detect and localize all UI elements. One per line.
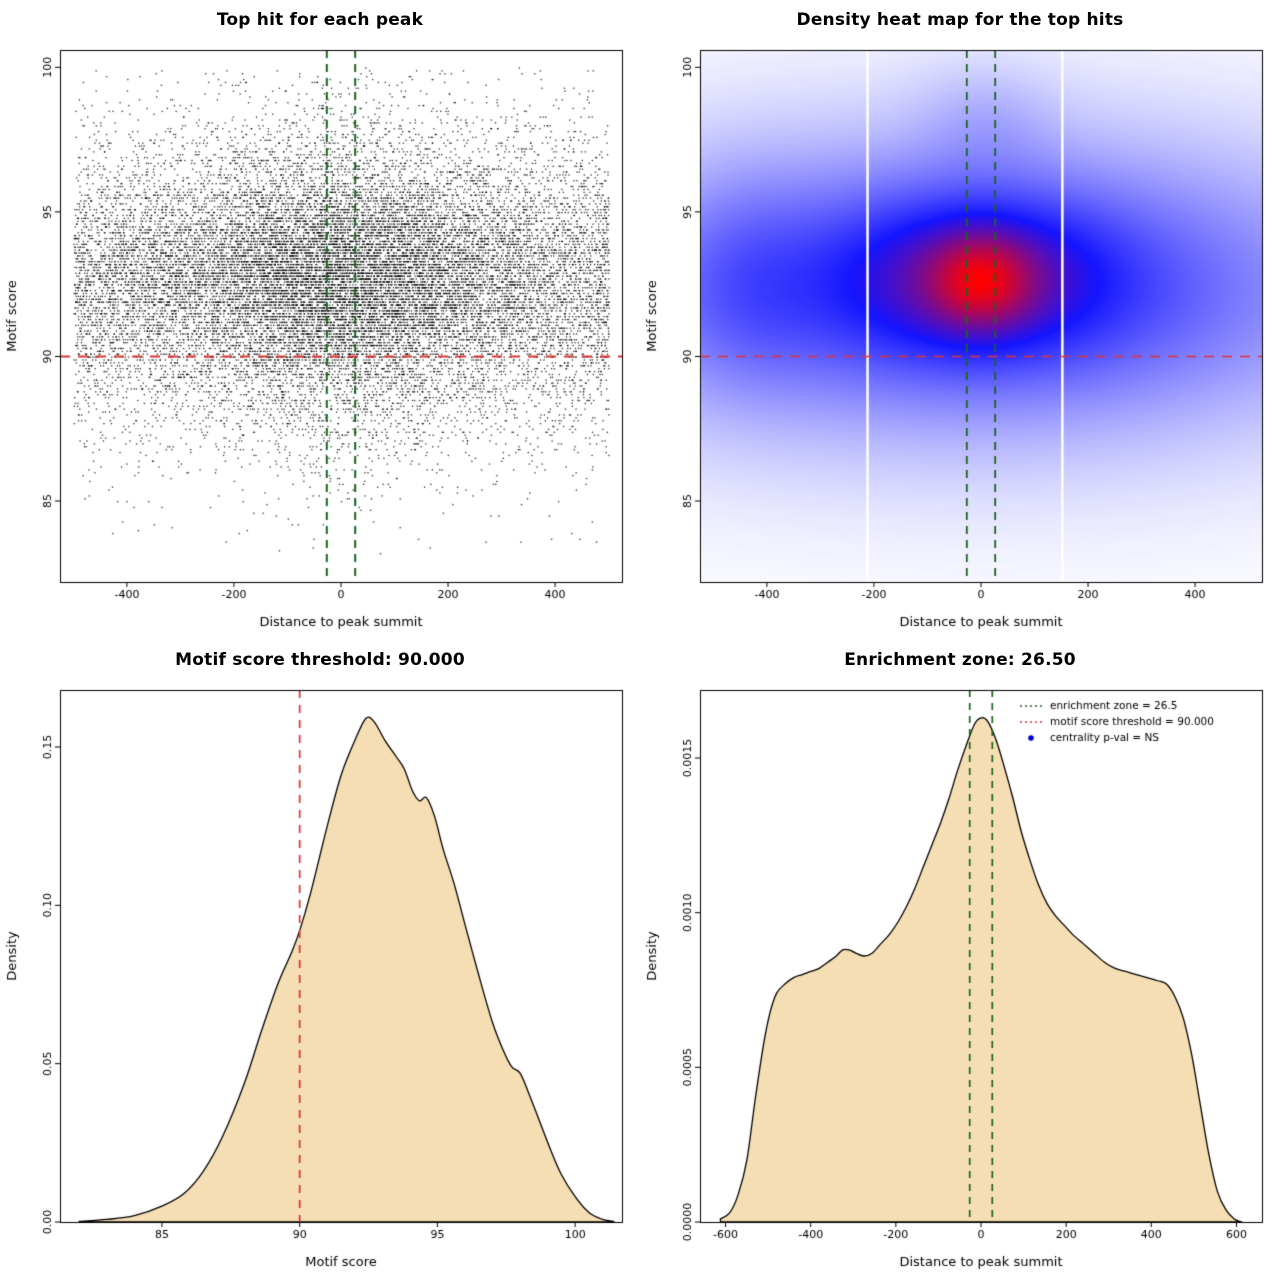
- chart-title-score-threshold: Motif score threshold: 90.000: [175, 650, 465, 670]
- panel-motif-score-density: Motif score threshold: 90.000: [0, 640, 640, 1280]
- chart-title-enrichment-zone: Enrichment zone: 26.50: [844, 650, 1076, 670]
- motif-score-density-canvas: [0, 680, 640, 1280]
- distance-density-canvas: [640, 680, 1280, 1280]
- heatmap-canvas: [640, 40, 1280, 640]
- panel-top-hit-scatter: Top hit for each peak: [0, 0, 640, 640]
- chart-title-heatmap: Density heat map for the top hits: [796, 10, 1124, 30]
- panel-enrichment-zone-density: Enrichment zone: 26.50: [640, 640, 1280, 1280]
- panel-density-heatmap: Density heat map for the top hits: [640, 0, 1280, 640]
- chart-title-top-hits: Top hit for each peak: [216, 10, 424, 30]
- scatter-plot-canvas: [0, 40, 640, 640]
